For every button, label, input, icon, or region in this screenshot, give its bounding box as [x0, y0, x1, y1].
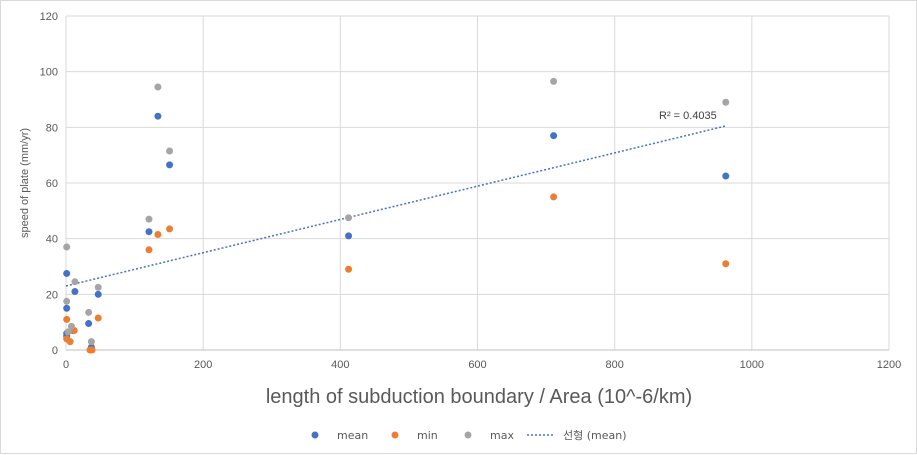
data-point-mean — [71, 288, 79, 296]
trendline — [65, 125, 726, 287]
y-tick-label: 60 — [46, 178, 58, 190]
data-point-min — [722, 260, 730, 268]
data-point-mean — [94, 290, 102, 298]
data-point-mean — [63, 304, 71, 312]
legend-marker — [464, 431, 472, 439]
data-point-max — [145, 215, 153, 223]
x-tick-label: 200 — [194, 359, 212, 371]
legend-marker — [391, 431, 399, 439]
data-point-min — [550, 193, 558, 201]
data-points — [63, 77, 730, 354]
data-point-max — [94, 283, 102, 291]
data-point-mean — [345, 232, 353, 240]
x-tick-label: 400 — [331, 359, 349, 371]
legend: mean min max 선형 (mean) — [311, 429, 627, 442]
x-tick-label: 1200 — [877, 359, 901, 371]
data-point-mean — [154, 112, 162, 120]
data-point-max — [87, 338, 95, 346]
data-point-min — [94, 314, 102, 322]
data-point-max — [550, 77, 558, 85]
y-tick-label: 120 — [40, 11, 58, 23]
trendline-layer — [65, 125, 726, 287]
x-axis-label: length of subduction boundary / Area (10… — [266, 386, 692, 408]
data-point-mean — [145, 228, 153, 236]
legend-label: min — [417, 429, 438, 442]
legend-label: max — [490, 429, 514, 442]
x-tick-label: 0 — [63, 359, 69, 371]
data-point-mean — [722, 172, 730, 180]
y-axis-label: speed of plate (mm/yr) — [19, 128, 31, 238]
data-point-max — [64, 328, 72, 336]
y-tick-label: 40 — [46, 234, 58, 246]
r-squared-label: R² = 0.4035 — [659, 110, 717, 122]
data-point-max — [154, 83, 162, 91]
data-point-min — [345, 265, 353, 273]
data-point-min — [66, 338, 74, 346]
data-point-min — [88, 346, 96, 354]
data-point-mean — [85, 320, 93, 328]
x-tick-label: 600 — [468, 359, 486, 371]
x-tick-label: 1000 — [740, 359, 764, 371]
x-tick-label: 800 — [605, 359, 623, 371]
data-point-mean — [550, 132, 558, 140]
data-point-max — [63, 243, 71, 251]
data-point-max — [67, 322, 75, 330]
y-tick-label: 20 — [46, 289, 58, 301]
legend-label: mean — [337, 429, 368, 442]
data-point-min — [166, 225, 174, 233]
data-point-max — [85, 308, 93, 316]
data-point-min — [154, 230, 162, 238]
data-point-min — [63, 315, 71, 323]
y-tick-label: 0 — [52, 345, 58, 357]
legend-label: 선형 (mean) — [563, 429, 627, 442]
data-point-max — [166, 147, 174, 155]
gridlines — [66, 15, 890, 350]
data-point-mean — [63, 269, 71, 277]
data-point-max — [722, 98, 730, 106]
y-tick-label: 100 — [40, 67, 58, 79]
data-point-max — [63, 297, 71, 305]
data-point-max — [71, 278, 79, 286]
data-point-mean — [166, 161, 174, 169]
y-tick-label: 80 — [46, 122, 58, 134]
data-point-max — [345, 214, 353, 222]
data-point-min — [145, 246, 153, 254]
legend-marker — [311, 431, 319, 439]
